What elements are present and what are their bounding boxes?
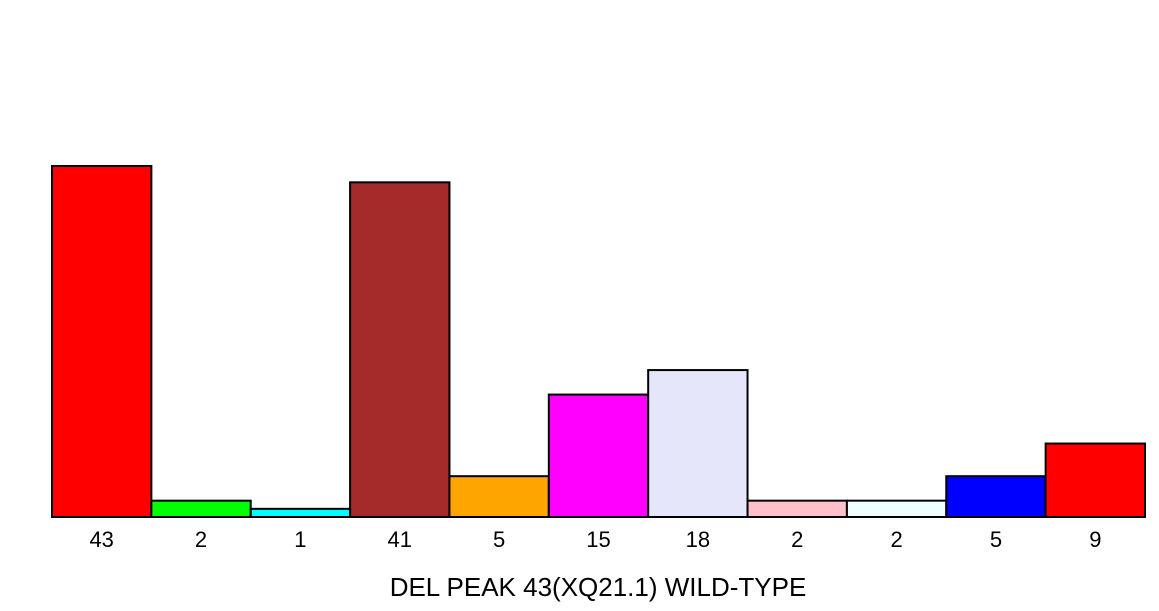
category-labels-group: 43 2 1 41 5 15 18 2 2 5 9 xyxy=(89,527,1101,552)
category-label-7: 18 xyxy=(686,527,710,552)
category-label-4: 41 xyxy=(388,527,412,552)
category-label-6: 15 xyxy=(586,527,610,552)
category-label-5: 5 xyxy=(493,527,505,552)
bar-2 xyxy=(150,499,252,519)
bar-9 xyxy=(845,499,948,519)
bar-8 xyxy=(746,499,848,519)
bars-group xyxy=(51,165,1147,519)
bar-4 xyxy=(349,181,451,519)
category-label-9: 2 xyxy=(890,527,902,552)
bar-3 xyxy=(249,507,352,518)
bar-11 xyxy=(1044,442,1147,518)
category-label-10: 5 xyxy=(990,527,1002,552)
bar-7 xyxy=(647,369,749,518)
bar-5 xyxy=(448,475,550,519)
bar-1 xyxy=(51,165,153,518)
category-label-3: 1 xyxy=(294,527,306,552)
category-label-2: 2 xyxy=(195,527,207,552)
category-label-1: 43 xyxy=(89,527,113,552)
bar-6 xyxy=(547,393,650,518)
category-label-8: 2 xyxy=(791,527,803,552)
x-axis-label: DEL PEAK 43(XQ21.1) WILD-TYPE xyxy=(390,572,807,602)
category-label-11: 9 xyxy=(1089,527,1101,552)
bar-10 xyxy=(945,475,1047,519)
